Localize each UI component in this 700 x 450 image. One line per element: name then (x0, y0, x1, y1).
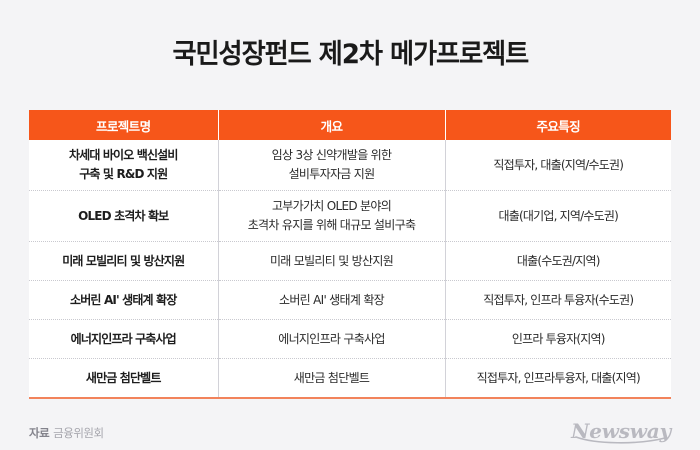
mega-project-table: 프로젝트명 개요 주요특징 차세대 바이오 백신설비 구축 및 R&D 지원 임… (29, 110, 671, 399)
source-value: 금융위원회 (53, 425, 104, 440)
cell-text-line: 임상 3상 신약개발을 위한 (271, 148, 392, 163)
column-header-key-features: 주요특징 (445, 110, 671, 140)
cell-text-line: 차세대 바이오 백신설비 (68, 148, 178, 163)
cell-project-name: 에너지인프라 구축사업 (29, 319, 219, 359)
cell-text-line: 고부가가치 OLED 분야의 (271, 199, 392, 214)
cell-text-line: 대출(대기업, 지역/수도권) (498, 208, 619, 223)
newsway-logo: Newsway (571, 421, 671, 445)
cell-key-features: 대출(대기업, 지역/수도권) (445, 190, 671, 242)
cell-text-line: 새만금 첨단벨트 (293, 370, 370, 385)
cell-text-line: 초격차 유지를 위해 대규모 설비구축 (247, 218, 416, 232)
cell-project-name: 소버린 AI' 생태계 확장 (29, 280, 219, 320)
page-title: 국민성장펀드 제2차 메가프로젝트 (172, 39, 529, 71)
cell-overview: 미래 모빌리티 및 방산지원 (218, 241, 446, 281)
cell-text-line: 직접투자, 대출(지역/수도권) (493, 157, 624, 172)
table-row: OLED 초격차 확보 고부가가치 OLED 분야의 초격차 유지를 위해 대규… (29, 190, 671, 242)
table-row: 소버린 AI' 생태계 확장 소버린 AI' 생태계 확장 직접투자, 인프라 … (29, 280, 671, 320)
cell-key-features: 대출(수도권/지역) (445, 241, 671, 281)
cell-text-line: 구축 및 R&D 지원 (79, 167, 168, 181)
source-label: 자료 (29, 425, 50, 440)
table-row: 에너지인프라 구축사업 에너지인프라 구축사업 인프라 투융자(지역) (29, 319, 671, 359)
cell-text-line: 소버린 AI' 생태계 확장 (70, 292, 177, 307)
cell-text-line: OLED 초격차 확보 (78, 208, 169, 223)
cell-overview: 새만금 첨단벨트 (218, 358, 446, 398)
cell-text-line: 에너지인프라 구축사업 (278, 331, 385, 346)
cell-project-name: 새만금 첨단벨트 (29, 358, 219, 398)
cell-key-features: 인프라 투융자(지역) (445, 319, 671, 359)
footer: 자료 금융위원회 Newsway (0, 399, 700, 450)
cell-key-features: 직접투자, 대출(지역/수도권) (445, 140, 671, 191)
newsway-wordmark: Newsway (571, 418, 671, 443)
cell-project-name: 미래 모빌리티 및 방산지원 (29, 241, 219, 281)
cell-text-line: 직접투자, 인프라 투융자(수도권) (483, 292, 634, 307)
column-header-project-name: 프로젝트명 (29, 110, 219, 140)
newsway-swoosh-icon (575, 435, 666, 444)
cell-text-line: 새만금 첨단벨트 (85, 370, 162, 385)
cell-key-features: 직접투자, 인프라투융자, 대출(지역) (445, 358, 671, 398)
column-header-overview: 개요 (218, 110, 446, 140)
table-row: 새만금 첨단벨트 새만금 첨단벨트 직접투자, 인프라투융자, 대출(지역) (29, 358, 671, 398)
cell-text-line: 대출(수도권/지역) (516, 253, 600, 268)
cell-text-line: 설비투자자금 지원 (288, 167, 376, 181)
cell-key-features: 직접투자, 인프라 투융자(수도권) (445, 280, 671, 320)
cell-overview: 고부가가치 OLED 분야의 초격차 유지를 위해 대규모 설비구축 (218, 190, 446, 242)
table-header: 프로젝트명 개요 주요특징 (29, 110, 671, 140)
cell-text-line: 에너지인프라 구축사업 (70, 331, 177, 346)
title-container: 국민성장펀드 제2차 메가프로젝트 (0, 0, 700, 110)
cell-text-line: 직접투자, 인프라투융자, 대출(지역) (476, 370, 641, 385)
cell-text-line: 미래 모빌리티 및 방산지원 (62, 253, 185, 268)
cell-project-name: OLED 초격차 확보 (29, 190, 219, 242)
source-attribution: 자료 금융위원회 (29, 425, 104, 441)
table-row: 미래 모빌리티 및 방산지원 미래 모빌리티 및 방산지원 대출(수도권/지역) (29, 241, 671, 281)
table-container: 프로젝트명 개요 주요특징 차세대 바이오 백신설비 구축 및 R&D 지원 임… (29, 110, 671, 399)
cell-text-line: 미래 모빌리티 및 방산지원 (269, 253, 394, 268)
table-header-row: 프로젝트명 개요 주요특징 (29, 110, 671, 140)
cell-overview: 임상 3상 신약개발을 위한 설비투자자금 지원 (218, 140, 446, 191)
cell-project-name: 차세대 바이오 백신설비 구축 및 R&D 지원 (29, 140, 219, 191)
cell-text-line: 소버린 AI' 생태계 확장 (278, 292, 385, 307)
table-body: 차세대 바이오 백신설비 구축 및 R&D 지원 임상 3상 신약개발을 위한 … (29, 140, 671, 398)
cell-text-line: 인프라 투융자(지역) (511, 331, 606, 346)
cell-overview: 소버린 AI' 생태계 확장 (218, 280, 446, 320)
table-row: 차세대 바이오 백신설비 구축 및 R&D 지원 임상 3상 신약개발을 위한 … (29, 140, 671, 191)
cell-overview: 에너지인프라 구축사업 (218, 319, 446, 359)
